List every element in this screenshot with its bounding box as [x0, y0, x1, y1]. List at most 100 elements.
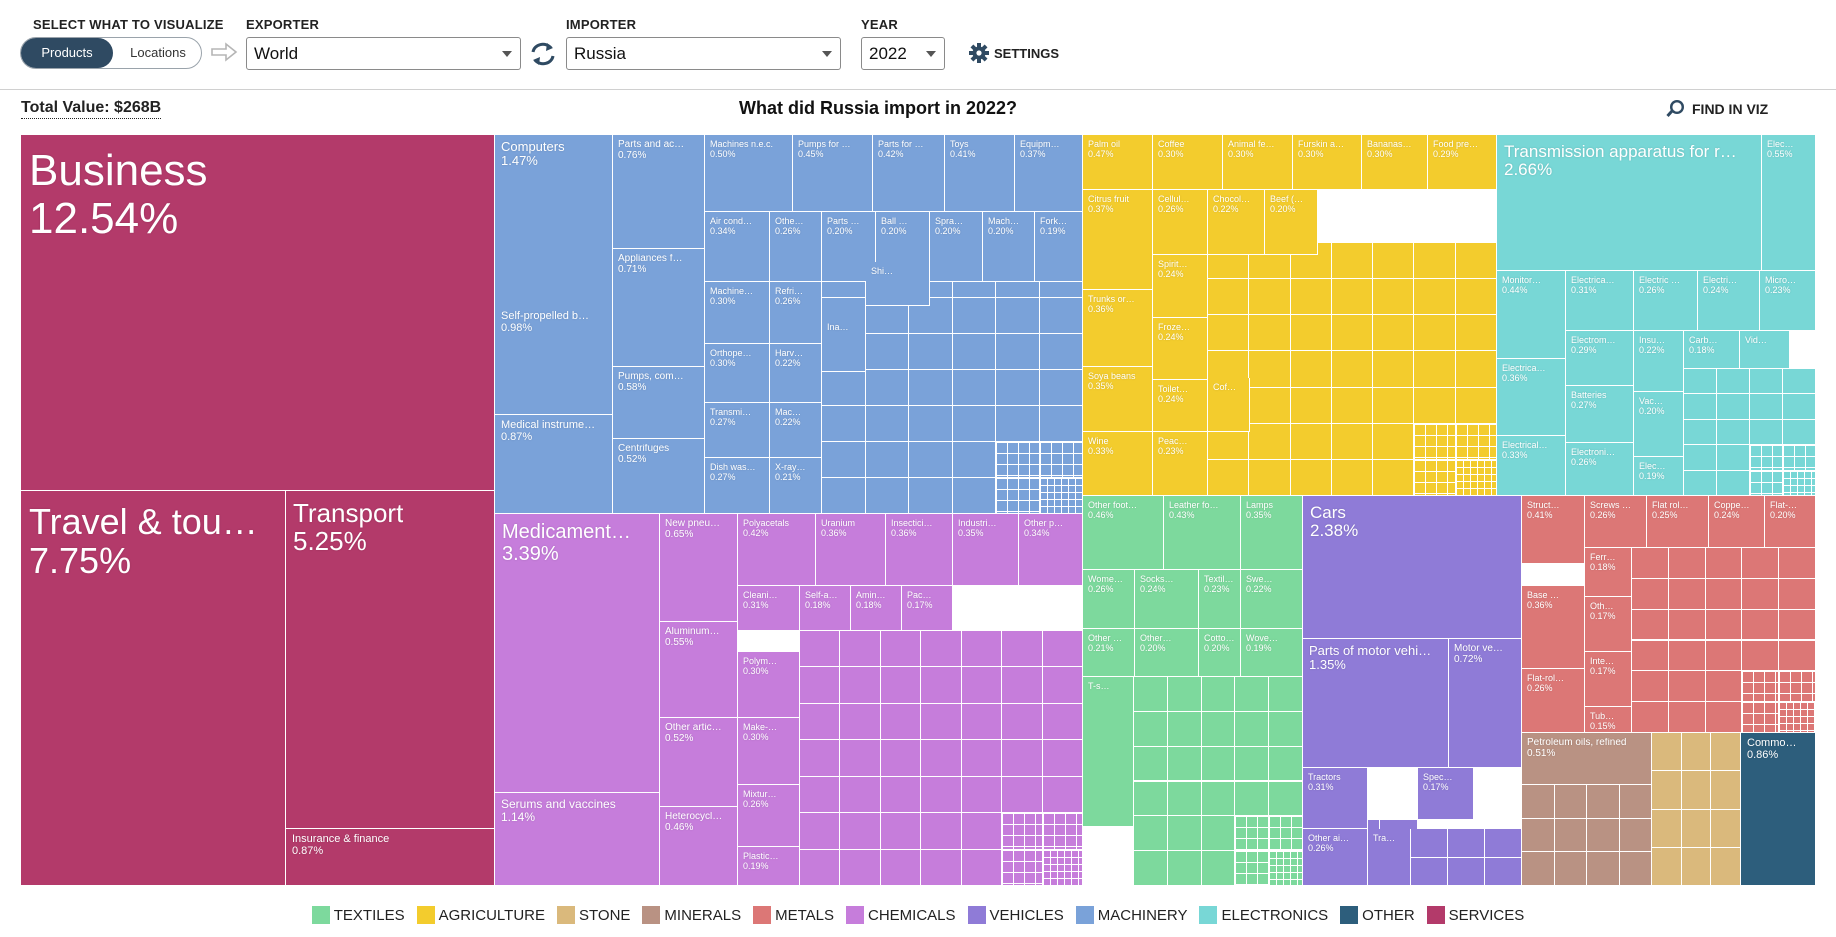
treemap-cell[interactable]: Vid…: [1740, 331, 1790, 369]
treemap-small-cell[interactable]: [1783, 369, 1816, 395]
legend-item[interactable]: TEXTILES: [311, 906, 405, 924]
treemap-cell[interactable]: Amin… 0.18%: [851, 586, 902, 631]
treemap-small-cell[interactable]: [921, 631, 962, 668]
treemap-small-cell[interactable]: [1632, 702, 1669, 733]
treemap-small-cell[interactable]: [1705, 578, 1743, 610]
treemap-cell[interactable]: Oth… 0.17%: [1585, 597, 1632, 652]
treemap-small-cell[interactable]: [800, 667, 841, 704]
treemap-small-cell[interactable]: [822, 406, 866, 442]
year-select[interactable]: 2022: [861, 37, 945, 70]
treemap-cell[interactable]: Transmission apparatus for r… 2.66%: [1497, 135, 1762, 271]
treemap-cell[interactable]: Fork… 0.19%: [1035, 212, 1083, 282]
treemap-cell[interactable]: Machines n.e.c. 0.50%: [705, 135, 793, 212]
treemap-cell[interactable]: X-ray… 0.21%: [770, 458, 822, 514]
treemap-small-cell[interactable]: [1167, 816, 1202, 852]
legend-item[interactable]: STONE: [557, 906, 630, 924]
treemap-small-cell[interactable]: [1331, 243, 1374, 280]
treemap-small-cell[interactable]: [1269, 677, 1303, 712]
treemap-small-cell[interactable]: [1668, 702, 1706, 733]
treemap-small-cell[interactable]: [1331, 387, 1374, 424]
treemap-small-cell[interactable]: [880, 776, 922, 814]
treemap-cell[interactable]: Flat-rol… 0.26%: [1522, 669, 1585, 733]
treemap-small-cell[interactable]: [1652, 771, 1682, 810]
treemap-cell[interactable]: Elec… 0.55%: [1762, 135, 1816, 271]
treemap-small-cell[interactable]: [921, 667, 962, 704]
treemap-cell[interactable]: Medicament… 3.39%: [495, 514, 660, 793]
treemap-cell[interactable]: Medical instrume… 0.87%: [495, 415, 613, 514]
treemap-small-cell[interactable]: [1414, 423, 1456, 460]
treemap-small-cell[interactable]: [1201, 746, 1236, 782]
treemap-small-cell[interactable]: [1619, 818, 1652, 853]
treemap-small-cell[interactable]: [840, 631, 881, 668]
treemap-small-cell[interactable]: [961, 703, 1003, 741]
treemap-small-cell[interactable]: [1485, 857, 1522, 886]
treemap-cell[interactable]: Trunks or… 0.36%: [1083, 290, 1153, 367]
treemap-cell[interactable]: Tractors 0.31%: [1303, 768, 1368, 829]
treemap-small-cell[interactable]: [1039, 406, 1083, 442]
treemap-small-cell[interactable]: [1269, 816, 1303, 852]
treemap-small-cell[interactable]: [1331, 351, 1374, 388]
treemap-cell[interactable]: Petroleum oils, refined 0.51%: [1522, 733, 1652, 785]
treemap-cell[interactable]: Wove… 0.19%: [1241, 629, 1303, 677]
treemap-small-cell[interactable]: [1290, 459, 1332, 496]
treemap-small-cell[interactable]: [1373, 279, 1415, 316]
treemap-cell[interactable]: Shi…: [866, 262, 930, 306]
treemap-small-cell[interactable]: [1249, 459, 1291, 496]
treemap-small-cell[interactable]: [1373, 315, 1415, 352]
treemap-cell[interactable]: Socks… 0.24%: [1135, 570, 1199, 629]
treemap-cell[interactable]: Other… 0.20%: [1135, 629, 1199, 677]
treemap-cell[interactable]: Pumps, com… 0.58%: [613, 367, 705, 439]
treemap-cell[interactable]: Animal fe… 0.30%: [1223, 135, 1293, 190]
treemap-small-cell[interactable]: [1587, 852, 1620, 886]
treemap-small-cell[interactable]: [800, 776, 841, 814]
treemap-small-cell[interactable]: [1269, 711, 1303, 747]
treemap-small-cell[interactable]: [1711, 733, 1741, 772]
locations-toggle-button[interactable]: Locations: [130, 45, 186, 60]
treemap-small-cell[interactable]: [1485, 829, 1522, 858]
treemap-small-cell[interactable]: [1619, 785, 1652, 819]
legend-item[interactable]: AGRICULTURE: [416, 906, 545, 924]
treemap-small-cell[interactable]: [1652, 809, 1682, 848]
treemap-cell[interactable]: Centrifuges 0.52%: [613, 439, 705, 514]
treemap-small-cell[interactable]: [1208, 279, 1250, 316]
treemap-small-cell[interactable]: [1684, 394, 1717, 420]
treemap-small-cell[interactable]: [1290, 423, 1332, 460]
treemap-small-cell[interactable]: [1632, 578, 1669, 610]
treemap-cell[interactable]: Micro… 0.23%: [1760, 271, 1816, 331]
legend-item[interactable]: CHEMICALS: [846, 906, 956, 924]
treemap-cell[interactable]: Self-propelled b… 0.98%: [495, 306, 613, 415]
treemap-cell[interactable]: Lamps 0.35%: [1241, 496, 1303, 570]
treemap-cell[interactable]: Refri… 0.26%: [770, 282, 822, 344]
treemap-small-cell[interactable]: [921, 703, 962, 741]
treemap-small-cell[interactable]: [1632, 609, 1669, 641]
treemap-small-cell[interactable]: [880, 667, 922, 704]
treemap-small-cell[interactable]: [1711, 771, 1741, 810]
treemap-cell[interactable]: Other foot… 0.46%: [1083, 496, 1164, 570]
treemap-small-cell[interactable]: [1783, 394, 1816, 420]
treemap-small-cell[interactable]: [996, 298, 1040, 334]
treemap-cell[interactable]: Harv… 0.22%: [770, 344, 822, 403]
treemap-small-cell[interactable]: [1750, 470, 1783, 496]
treemap-small-cell[interactable]: [840, 667, 881, 704]
treemap-small-cell[interactable]: [1717, 419, 1750, 446]
treemap-small-cell[interactable]: [1522, 818, 1555, 853]
treemap-small-cell[interactable]: [1783, 470, 1816, 496]
treemap-cell[interactable]: Food pre… 0.29%: [1428, 135, 1497, 190]
treemap-small-cell[interactable]: [1779, 671, 1816, 703]
find-in-viz-button[interactable]: FIND IN VIZ: [1666, 98, 1768, 120]
treemap-cell[interactable]: Cars 2.38%: [1303, 496, 1522, 639]
treemap-small-cell[interactable]: [800, 813, 841, 850]
treemap-small-cell[interactable]: [909, 442, 953, 478]
products-toggle-button[interactable]: Products: [21, 38, 113, 68]
swap-icon[interactable]: [528, 40, 558, 68]
treemap-small-cell[interactable]: [800, 849, 841, 886]
treemap-small-cell[interactable]: [1717, 369, 1750, 395]
treemap-cell[interactable]: Mach… 0.20%: [983, 212, 1035, 282]
treemap-small-cell[interactable]: [1619, 852, 1652, 886]
treemap-small-cell[interactable]: [1167, 851, 1202, 886]
treemap-small-cell[interactable]: [1373, 423, 1415, 460]
treemap-small-cell[interactable]: [1167, 711, 1202, 747]
treemap-cell[interactable]: Toilet… 0.24%: [1153, 380, 1208, 432]
treemap-small-cell[interactable]: [1681, 733, 1712, 772]
treemap-cell[interactable]: Bananas… 0.30%: [1362, 135, 1428, 190]
